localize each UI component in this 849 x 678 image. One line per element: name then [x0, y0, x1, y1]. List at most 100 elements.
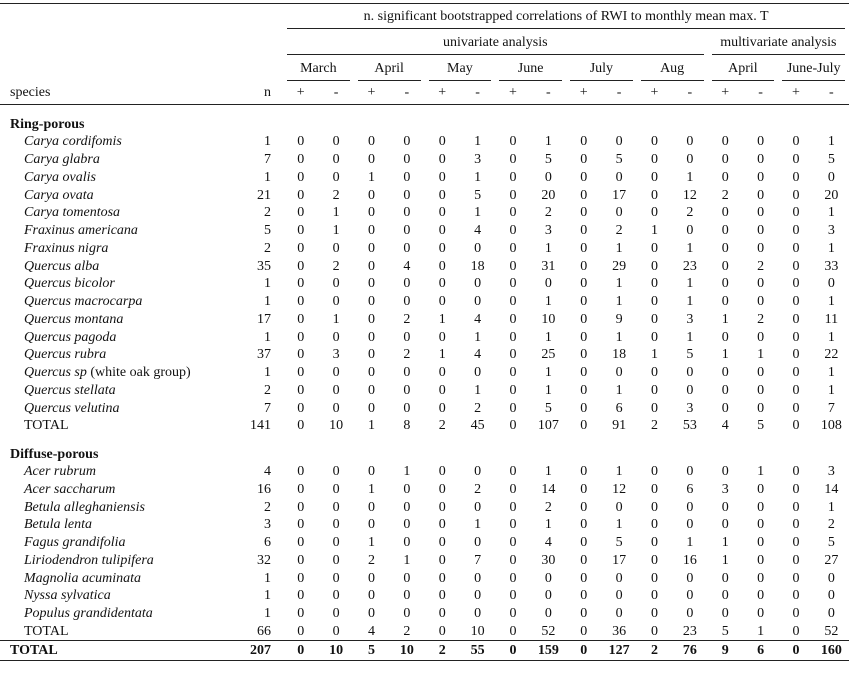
sign: - [318, 82, 353, 105]
count: 0 [425, 399, 460, 417]
count: 1 [708, 552, 743, 570]
count: 0 [425, 151, 460, 169]
count: 45 [460, 417, 495, 435]
count: 0 [460, 240, 495, 258]
count: 0 [708, 240, 743, 258]
count: 17 [601, 186, 636, 204]
month-label-cell: March [283, 56, 354, 82]
count: 0 [566, 346, 601, 364]
species-header: species [0, 82, 238, 105]
count: 0 [354, 293, 389, 311]
count: 0 [566, 257, 601, 275]
count: 0 [637, 382, 672, 400]
count: 3 [460, 151, 495, 169]
count: 0 [283, 399, 318, 417]
species: Acer saccharum [0, 481, 238, 499]
count: 0 [743, 275, 778, 293]
count: 0 [601, 204, 636, 222]
n-value: 1 [238, 169, 283, 187]
count: 14 [814, 481, 849, 499]
count: 0 [283, 417, 318, 435]
count: 0 [283, 364, 318, 382]
count: 0 [425, 463, 460, 481]
count: 0 [389, 275, 424, 293]
count: 16 [672, 552, 707, 570]
count: 0 [389, 240, 424, 258]
count: 0 [425, 133, 460, 151]
month-label: July [570, 58, 633, 81]
count: 0 [283, 534, 318, 552]
count: 0 [283, 151, 318, 169]
count: 0 [778, 417, 813, 435]
month-label: May [429, 58, 492, 81]
count: 0 [743, 516, 778, 534]
count: 53 [672, 417, 707, 435]
count: 0 [283, 623, 318, 641]
month-label-cell: April [708, 56, 779, 82]
count: 0 [354, 186, 389, 204]
count: 0 [743, 186, 778, 204]
count: 0 [283, 498, 318, 516]
count: 1 [814, 382, 849, 400]
count: 3 [672, 311, 707, 329]
count: 1 [601, 382, 636, 400]
count: 0 [318, 463, 353, 481]
count: 17 [601, 552, 636, 570]
count: 5 [743, 417, 778, 435]
count: 2 [389, 346, 424, 364]
count: 1 [708, 311, 743, 329]
count: 1 [531, 133, 566, 151]
count: 0 [318, 587, 353, 605]
count: 0 [283, 204, 318, 222]
table-title: n. significant bootstrapped correlations… [287, 6, 845, 29]
count: 0 [566, 534, 601, 552]
count: 0 [601, 569, 636, 587]
sign: + [283, 82, 318, 105]
count: 0 [495, 257, 530, 275]
count: 1 [601, 328, 636, 346]
count: 0 [672, 498, 707, 516]
count: 0 [708, 222, 743, 240]
count: 0 [814, 275, 849, 293]
count: 0 [425, 222, 460, 240]
count: 2 [531, 204, 566, 222]
count: 0 [495, 481, 530, 499]
count: 3 [318, 346, 353, 364]
count: 1 [637, 222, 672, 240]
count: 0 [743, 293, 778, 311]
count: 1 [743, 623, 778, 641]
n-value: 141 [238, 417, 283, 435]
count: 0 [637, 399, 672, 417]
count: 4 [460, 222, 495, 240]
count: 0 [566, 364, 601, 382]
species-name: Quercus montana [24, 312, 123, 327]
count: 1 [354, 481, 389, 499]
count: 0 [637, 587, 672, 605]
count: 0 [637, 133, 672, 151]
count: 0 [708, 151, 743, 169]
count: 0 [601, 498, 636, 516]
count: 0 [637, 569, 672, 587]
count: 3 [708, 481, 743, 499]
species: Quercus sp (white oak group) [0, 364, 238, 382]
count: 0 [778, 587, 813, 605]
count: 0 [283, 222, 318, 240]
count: 0 [283, 186, 318, 204]
count: 4 [460, 346, 495, 364]
count: 0 [672, 151, 707, 169]
count: 55 [460, 641, 495, 661]
count: 0 [708, 399, 743, 417]
count: 0 [283, 641, 318, 661]
count: 0 [637, 623, 672, 641]
count: 7 [460, 552, 495, 570]
count: 29 [601, 257, 636, 275]
count: 0 [778, 257, 813, 275]
count: 0 [601, 169, 636, 187]
